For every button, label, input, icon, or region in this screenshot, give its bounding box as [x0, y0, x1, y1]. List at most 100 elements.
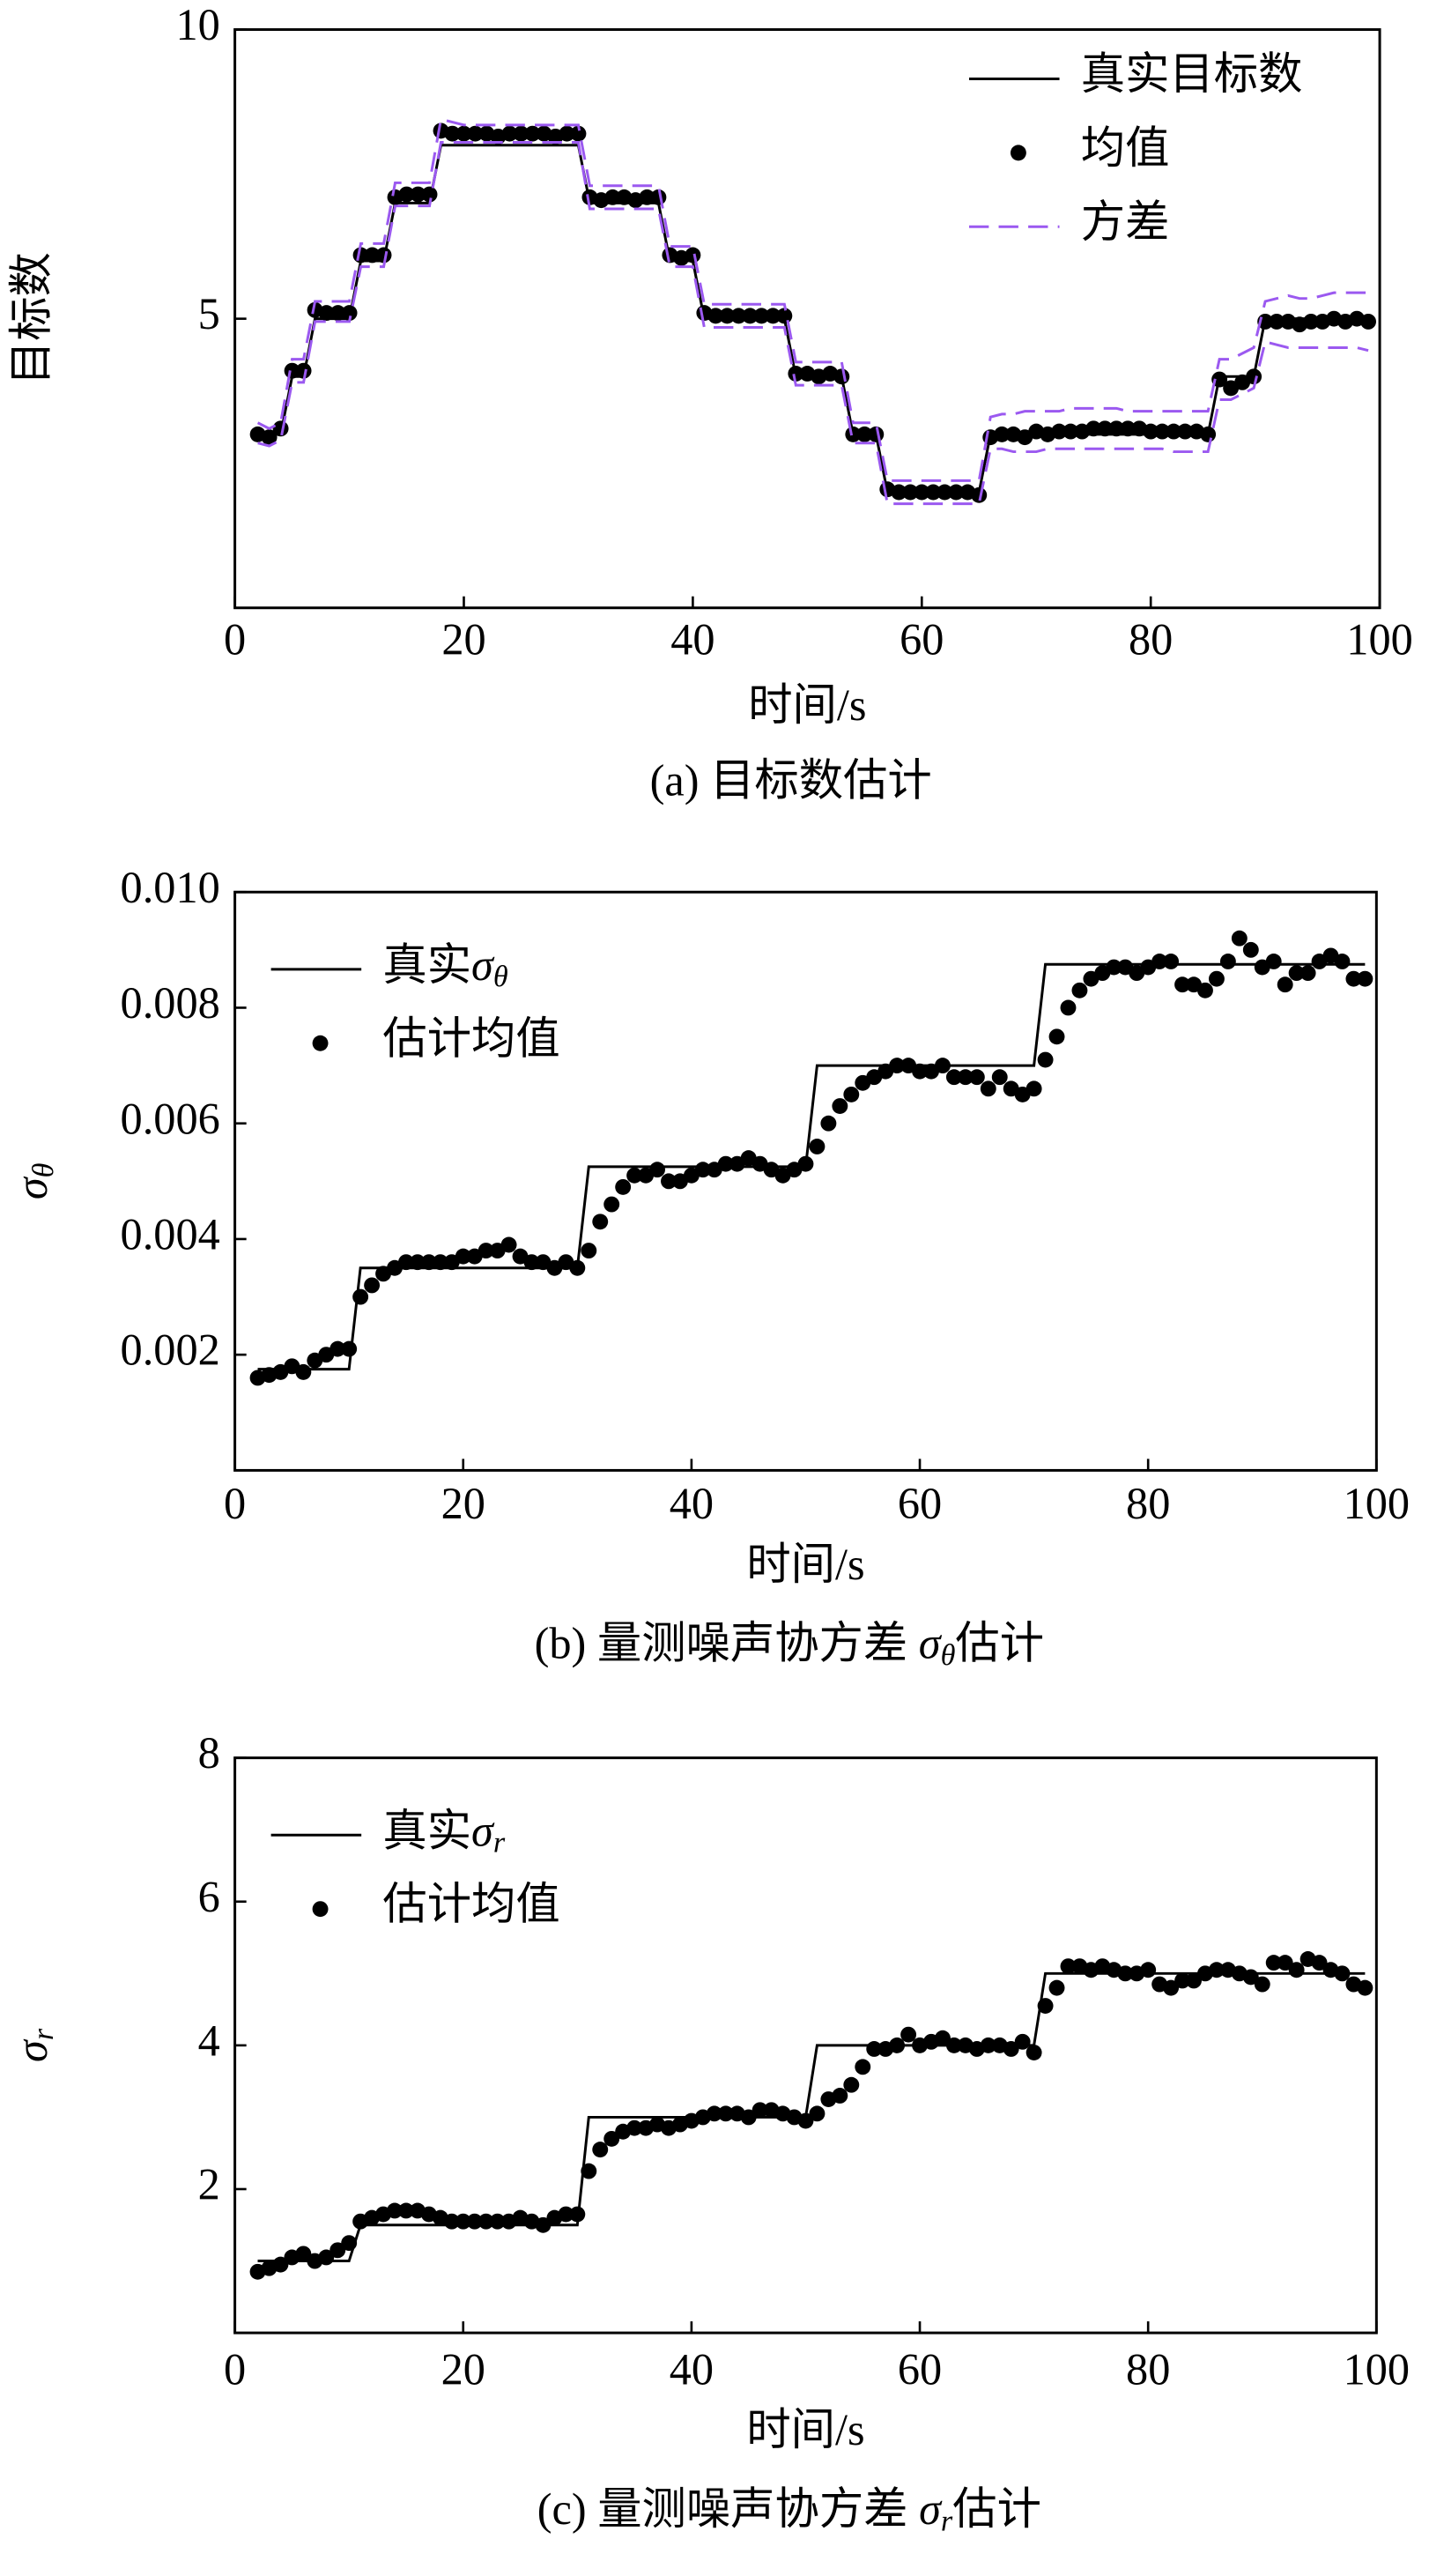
mean-dot — [843, 1086, 860, 1102]
mean-dot — [937, 484, 953, 501]
mean-dot — [604, 189, 621, 205]
mean-dot — [1334, 1965, 1351, 1982]
mean-dot — [1219, 954, 1236, 969]
x-tick-label: 100 — [1344, 1479, 1410, 1528]
mean-dot — [1062, 423, 1079, 440]
mean-dot — [788, 366, 804, 382]
legend-label: 均值 — [1081, 123, 1170, 173]
mean-dot — [1345, 970, 1362, 987]
mean-dot — [535, 2216, 552, 2233]
mean-dot — [1277, 976, 1293, 993]
mean-dot — [398, 1254, 414, 1271]
mean-dot — [513, 125, 529, 142]
caption: (b) 量测噪声协方差 σθ估计 — [535, 1618, 1045, 1671]
mean-dot — [364, 1277, 381, 1294]
caption: (a) 目标数估计 — [650, 756, 932, 805]
y-tick-label: 10 — [175, 0, 219, 49]
x-tick-label: 60 — [898, 2344, 942, 2394]
mean-dot — [1143, 423, 1159, 440]
legend-dot — [312, 1035, 329, 1051]
y-tick-label: 6 — [198, 1872, 220, 1921]
mean-dot — [295, 1363, 312, 1380]
mean-dot — [1097, 420, 1114, 437]
mean-dot — [455, 2213, 471, 2230]
mean-dot — [1269, 313, 1285, 330]
mean-dot — [569, 1259, 586, 1276]
mean-dot — [1177, 423, 1194, 440]
mean-dot — [570, 125, 587, 142]
mean-dot — [523, 1254, 540, 1271]
y-tick-label: 5 — [198, 289, 220, 338]
mean-dot — [717, 2105, 734, 2122]
mean-dot — [968, 1069, 985, 1086]
mean-dot — [1120, 420, 1137, 437]
mean-dot — [902, 484, 919, 501]
mean-dot — [341, 305, 358, 322]
mean-dot — [1140, 1962, 1157, 1978]
mean-dot — [820, 1115, 837, 1132]
mean-dot — [707, 308, 724, 324]
mean-dot — [752, 2102, 768, 2119]
mean-dot — [1025, 1080, 1042, 1097]
mean-dot — [742, 308, 759, 324]
mean-dot — [1254, 1976, 1270, 1993]
mean-dot — [1311, 1955, 1328, 1971]
mean-dot — [1003, 2041, 1019, 2057]
mean-dot — [948, 484, 965, 501]
mean-dot — [1303, 313, 1320, 330]
mean-dot — [1174, 976, 1191, 993]
mean-dot — [1357, 970, 1373, 987]
mean-dot — [603, 2130, 620, 2147]
mean-dot — [1265, 1955, 1282, 1971]
mean-dot — [387, 2202, 403, 2219]
mean-dot — [980, 1080, 996, 1097]
mean-dot — [1277, 1955, 1293, 1971]
y-axis-label: 目标数 — [7, 252, 56, 385]
mean-dot — [900, 2026, 917, 2043]
mean-dot — [991, 1069, 1008, 1086]
mean-dot — [706, 2105, 722, 2122]
variance-line — [257, 141, 1369, 506]
mean-dot — [466, 2213, 483, 2230]
mean-dot — [994, 426, 1011, 442]
mean-dot — [1231, 930, 1248, 947]
mean-dot — [694, 1162, 711, 1178]
mean-dot — [478, 1243, 494, 1259]
mean-dot — [1106, 959, 1122, 976]
mean-dot — [1334, 954, 1351, 969]
mean-dot — [443, 2213, 460, 2230]
x-tick-label: 60 — [898, 1479, 942, 1528]
mean-dot — [558, 2206, 574, 2223]
mean-dot — [455, 1248, 471, 1265]
mean-dot — [375, 247, 392, 264]
panel: 0 20 40 60 80 100 0.002 0.004 0.006 0.008 0.010 时间/… — [7, 863, 1410, 1672]
mean-dot — [661, 1173, 677, 1190]
x-tick-label: 60 — [900, 614, 944, 664]
mean-dot — [410, 186, 426, 203]
x-axis-label: 时间/s — [746, 2405, 864, 2454]
legend-dot — [1010, 145, 1026, 161]
mean-dot — [1060, 999, 1077, 1016]
mean-dot — [341, 1340, 358, 1357]
y-tick-label: 0.006 — [121, 1094, 220, 1143]
mean-dot — [581, 2163, 597, 2179]
x-tick-label: 40 — [670, 614, 714, 664]
mean-dot — [626, 2119, 643, 2136]
mean-dot — [765, 308, 781, 324]
mean-dot — [398, 186, 415, 203]
mean-dot — [420, 1254, 437, 1271]
legend-dot — [312, 1901, 329, 1918]
mean-dot — [1197, 982, 1213, 998]
x-tick-label: 20 — [441, 2344, 485, 2394]
mean-dot — [569, 2206, 586, 2223]
mean-dot — [352, 1288, 369, 1305]
legend-label: 估计均值 — [382, 1013, 559, 1063]
mean-dot — [797, 2112, 814, 2129]
mean-dot — [444, 125, 461, 142]
mean-dot — [1154, 423, 1171, 440]
mean-dot — [1025, 2045, 1042, 2060]
mean-dot — [1288, 1962, 1305, 1978]
mean-dot — [455, 125, 472, 142]
mean-dot — [295, 2246, 312, 2262]
mean-dot — [1186, 1972, 1202, 1989]
